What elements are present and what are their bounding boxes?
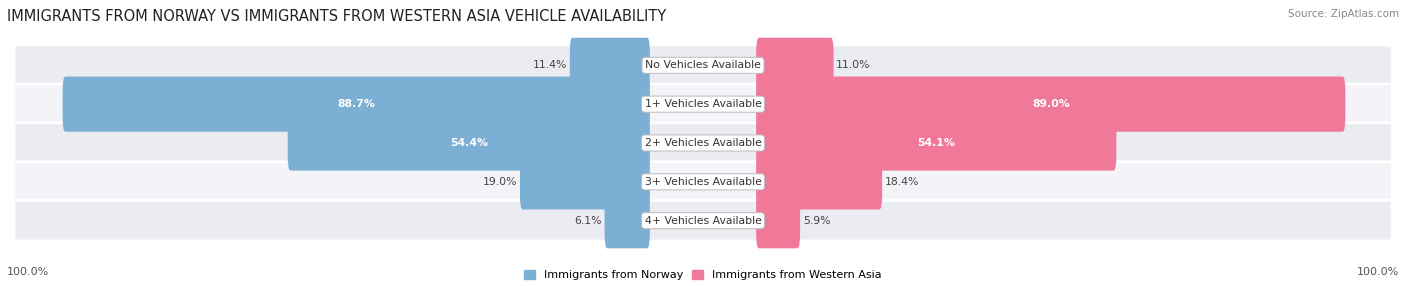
FancyBboxPatch shape bbox=[14, 200, 1392, 241]
FancyBboxPatch shape bbox=[14, 123, 1392, 163]
Text: 100.0%: 100.0% bbox=[1357, 267, 1399, 277]
FancyBboxPatch shape bbox=[756, 38, 834, 93]
Text: 3+ Vehicles Available: 3+ Vehicles Available bbox=[644, 177, 762, 187]
FancyBboxPatch shape bbox=[756, 193, 800, 248]
FancyBboxPatch shape bbox=[756, 77, 1346, 132]
Text: 2+ Vehicles Available: 2+ Vehicles Available bbox=[644, 138, 762, 148]
Text: 4+ Vehicles Available: 4+ Vehicles Available bbox=[644, 216, 762, 226]
FancyBboxPatch shape bbox=[14, 162, 1392, 202]
Text: 6.1%: 6.1% bbox=[575, 216, 602, 226]
FancyBboxPatch shape bbox=[569, 38, 650, 93]
FancyBboxPatch shape bbox=[756, 154, 882, 209]
Text: 18.4%: 18.4% bbox=[884, 177, 920, 187]
Text: 89.0%: 89.0% bbox=[1032, 99, 1070, 109]
Text: 100.0%: 100.0% bbox=[7, 267, 49, 277]
FancyBboxPatch shape bbox=[288, 116, 650, 170]
Text: IMMIGRANTS FROM NORWAY VS IMMIGRANTS FROM WESTERN ASIA VEHICLE AVAILABILITY: IMMIGRANTS FROM NORWAY VS IMMIGRANTS FRO… bbox=[7, 9, 666, 23]
FancyBboxPatch shape bbox=[605, 193, 650, 248]
Text: 88.7%: 88.7% bbox=[337, 99, 375, 109]
Legend: Immigrants from Norway, Immigrants from Western Asia: Immigrants from Norway, Immigrants from … bbox=[524, 270, 882, 281]
Text: 1+ Vehicles Available: 1+ Vehicles Available bbox=[644, 99, 762, 109]
Text: 54.1%: 54.1% bbox=[917, 138, 955, 148]
Text: 54.4%: 54.4% bbox=[450, 138, 488, 148]
FancyBboxPatch shape bbox=[14, 45, 1392, 86]
Text: 11.4%: 11.4% bbox=[533, 60, 567, 70]
Text: Source: ZipAtlas.com: Source: ZipAtlas.com bbox=[1288, 9, 1399, 19]
FancyBboxPatch shape bbox=[520, 154, 650, 209]
Text: 5.9%: 5.9% bbox=[803, 216, 830, 226]
FancyBboxPatch shape bbox=[756, 116, 1116, 170]
FancyBboxPatch shape bbox=[14, 84, 1392, 124]
Text: 11.0%: 11.0% bbox=[837, 60, 870, 70]
Text: No Vehicles Available: No Vehicles Available bbox=[645, 60, 761, 70]
Text: 19.0%: 19.0% bbox=[482, 177, 517, 187]
FancyBboxPatch shape bbox=[63, 77, 650, 132]
